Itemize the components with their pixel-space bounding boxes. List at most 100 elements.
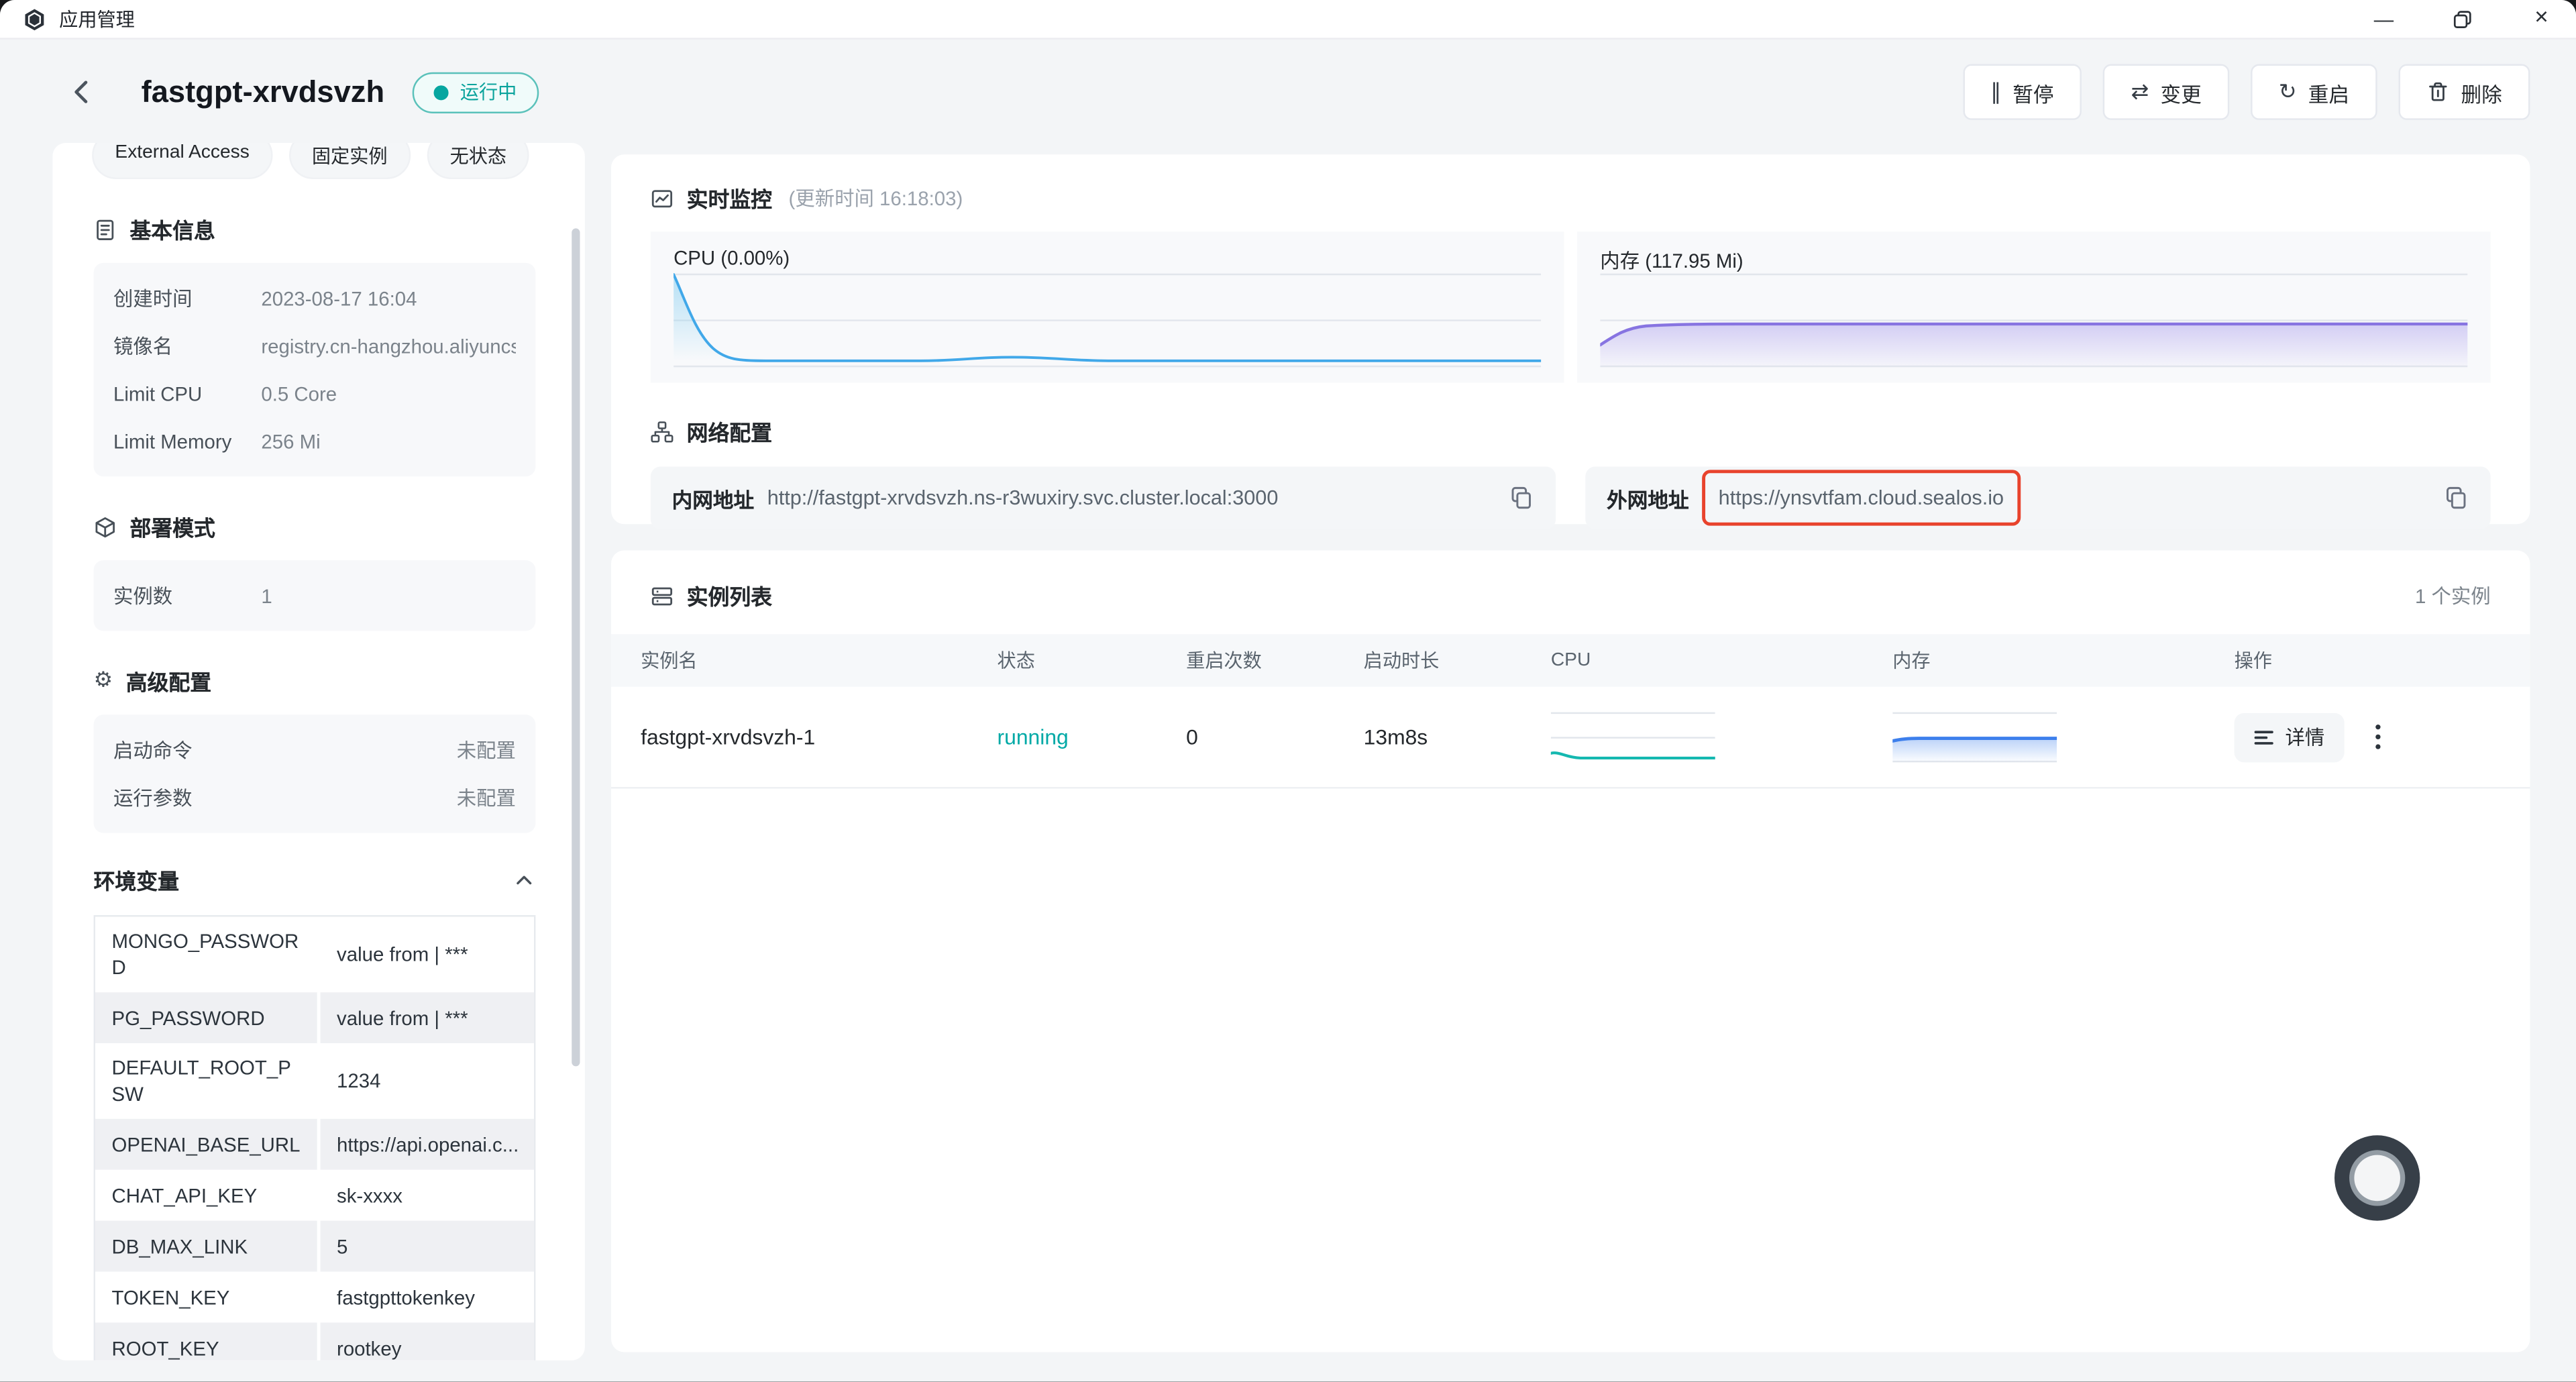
- trash-icon: [2429, 82, 2447, 101]
- network-section-header: 网络配置: [651, 416, 2491, 447]
- deploy-mode-section-title: 部署模式: [94, 511, 536, 543]
- network-icon: [651, 421, 674, 442]
- page-header: fastgpt-xrvdsvzh 运行中 ‖ 暂停 ⇄ 变更 ↻ 重启: [66, 64, 2530, 120]
- status-dot-icon: [433, 85, 449, 100]
- back-button[interactable]: [66, 76, 99, 109]
- instance-list-card: 实例列表 1 个实例 实例名 状态 重启次数 启动时长 CPU 内存 操作 fa…: [611, 550, 2530, 1352]
- instance-details-label: 详情: [2285, 726, 2325, 749]
- instance-uptime: 13m8s: [1363, 725, 1428, 749]
- instance-memory-sparkline: [1892, 711, 2057, 762]
- cursor-indicator: [2334, 1135, 2420, 1221]
- advanced-config-card: 启动命令 未配置 运行参数 未配置: [93, 714, 536, 833]
- delete-label: 删除: [2461, 83, 2502, 106]
- env-vars-table: MONGO_PASSWORD value from | *** PG_PASSW…: [93, 915, 536, 1361]
- deploy-mode-label: 部署模式: [129, 515, 215, 541]
- instance-name: fastgpt-xrvdsvzh-1: [641, 725, 816, 749]
- advanced-config-label: 高级配置: [125, 670, 212, 695]
- external-address-link[interactable]: https://ynsvtfam.cloud.sealos.io: [1718, 486, 2004, 510]
- instance-details-button[interactable]: 详情: [2234, 712, 2345, 762]
- delete-button[interactable]: 删除: [2398, 64, 2530, 120]
- basic-info-label: 基本信息: [129, 218, 215, 244]
- pause-label: 暂停: [2012, 83, 2054, 106]
- network-title: 网络配置: [686, 420, 773, 445]
- basic-info-section-title: 基本信息: [94, 213, 536, 245]
- copy-internal-address-button[interactable]: [1508, 484, 1534, 511]
- info-row: Limit CPU 0.5 Core: [113, 382, 337, 405]
- env-row: DB_MAX_LINK 5: [95, 1220, 534, 1272]
- cpu-chart-panel: CPU (0.00%): [650, 231, 1564, 383]
- status-badge: 运行中: [412, 71, 539, 113]
- tag-row: External Access 固定实例 无状态: [92, 143, 535, 179]
- swap-arrows-icon: ⇄: [2131, 79, 2149, 105]
- detail-lines-icon: [2254, 730, 2273, 744]
- internal-address-bar: 内网地址 http://fastgpt-xrvdsvzh.ns-r3wuxiry…: [650, 466, 1556, 529]
- env-row: MONGO_PASSWORD value from | ***: [95, 916, 534, 993]
- cube-icon: [95, 516, 115, 537]
- app-logo-icon: [25, 8, 44, 30]
- document-icon: [97, 219, 114, 240]
- instance-cpu-sparkline: [1550, 711, 1715, 759]
- pause-button[interactable]: ‖ 暂停: [1962, 64, 2082, 120]
- instance-restarts: 0: [1186, 725, 1198, 749]
- env-row: ROOT_KEY rootkey: [95, 1322, 534, 1361]
- chevron-up-icon: [517, 875, 532, 884]
- app-detail-sidebar: External Access 固定实例 无状态 基本信息: [52, 143, 585, 1361]
- info-row: 启动命令 未配置: [113, 739, 516, 763]
- internal-address-url: http://fastgpt-xrvdsvzh.ns-r3wuxiry.svc.…: [767, 486, 1279, 510]
- instance-table-header: 实例名 状态 重启次数 启动时长 CPU 内存 操作: [611, 634, 2530, 687]
- window-title: 应用管理: [59, 10, 135, 31]
- advanced-config-section-title: ⚙ 高级配置: [94, 666, 536, 697]
- external-address-bar: 外网地址 https://ynsvtfam.cloud.sealos.io: [1585, 466, 2491, 529]
- basic-info-card: 创建时间 2023-08-17 16:04 镜像名 registry.cn-ha…: [93, 262, 536, 477]
- memory-chart-title: 内存 (117.95 Mi): [1600, 250, 1743, 273]
- restart-icon: ↻: [2278, 79, 2297, 105]
- pause-icon: ‖: [1990, 79, 2002, 105]
- collapse-env-button[interactable]: [513, 868, 535, 891]
- instance-table-row: fastgpt-xrvdsvzh-1 running 0 13m8s: [611, 687, 2530, 789]
- info-row: 创建时间 2023-08-17 16:04: [113, 286, 417, 311]
- env-row: CHAT_API_KEY sk-xxxx: [95, 1169, 534, 1221]
- sidebar-scrollbar[interactable]: [572, 228, 580, 1067]
- minimize-button[interactable]: —: [2373, 7, 2394, 31]
- titlebar: 应用管理 — ✕: [0, 0, 2576, 40]
- status-label: 运行中: [460, 83, 517, 104]
- restart-button[interactable]: ↻ 重启: [2251, 64, 2377, 120]
- env-row: TOKEN_KEY fastgpttokenkey: [95, 1271, 534, 1323]
- annotation-highlight-box: https://ynsvtfam.cloud.sealos.io: [1702, 470, 2021, 526]
- change-button[interactable]: ⇄ 变更: [2103, 64, 2230, 120]
- copy-icon: [2447, 486, 2466, 509]
- monitor-chart-icon: [651, 189, 673, 207]
- external-address-label: 外网地址: [1607, 488, 1689, 512]
- maximize-button[interactable]: [2451, 7, 2474, 30]
- copy-icon: [1511, 486, 1531, 509]
- maximize-icon: [2453, 10, 2471, 28]
- env-vars-header: 环境变量: [94, 864, 536, 896]
- internal-address-label: 内网地址: [672, 488, 755, 512]
- server-list-icon: [651, 586, 673, 605]
- deploy-mode-card: 实例数 1: [93, 560, 536, 631]
- monitoring-update-time: (更新时间 16:18:03): [788, 187, 963, 211]
- restart-label: 重启: [2308, 83, 2350, 106]
- copy-external-address-button[interactable]: [2443, 484, 2469, 511]
- memory-usage-chart: [1600, 273, 2468, 368]
- env-row: PG_PASSWORD value from | ***: [95, 992, 534, 1044]
- gear-icon: ⚙: [93, 668, 113, 694]
- env-row: DEFAULT_ROOT_PSW 1234: [95, 1043, 534, 1119]
- cpu-usage-chart: [674, 273, 1542, 368]
- tag-fixed-instance[interactable]: 固定实例: [288, 143, 411, 179]
- instance-list-title: 实例列表: [686, 584, 773, 610]
- instance-more-menu-button[interactable]: [2369, 718, 2387, 755]
- change-label: 变更: [2160, 83, 2202, 106]
- cpu-chart-title: CPU (0.00%): [674, 246, 790, 270]
- tag-stateless[interactable]: 无状态: [427, 143, 530, 179]
- info-row: 运行参数 未配置: [113, 787, 516, 810]
- tag-external-access[interactable]: External Access: [92, 143, 273, 179]
- monitoring-title: 实时监控: [686, 187, 773, 212]
- close-button[interactable]: ✕: [2534, 8, 2549, 28]
- env-vars-label: 环境变量: [93, 869, 179, 894]
- env-row: OPENAI_BASE_URL https://api.openai.c...: [95, 1118, 534, 1170]
- info-row: Limit Memory 256 Mi: [113, 429, 321, 453]
- back-chevron-icon: [74, 81, 88, 103]
- page-title: fastgpt-xrvdsvzh: [141, 74, 385, 109]
